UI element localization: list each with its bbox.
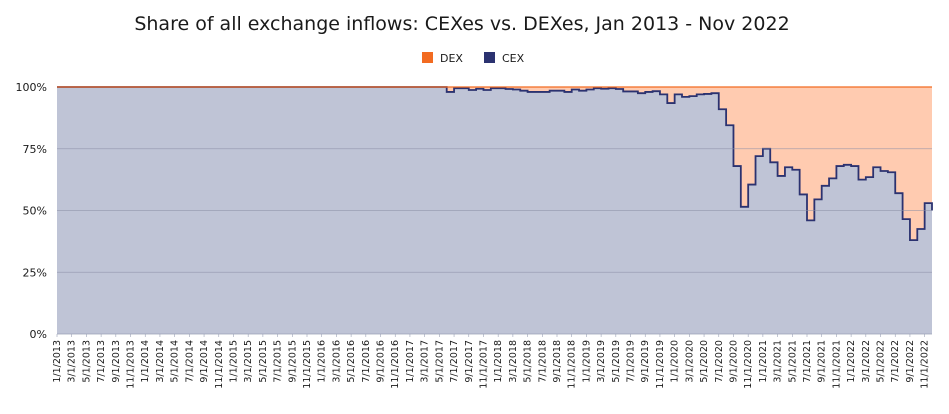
x-tick-label: 1/1/2014 — [140, 340, 151, 383]
x-tick-label: 9/1/2021 — [817, 340, 828, 383]
x-tick-label: 9/1/2019 — [640, 340, 651, 383]
x-tick-label: 7/1/2018 — [537, 340, 548, 383]
y-tick-label: 75% — [23, 143, 47, 156]
x-tick-label: 5/1/2014 — [170, 340, 181, 383]
y-tick-label: 50% — [23, 205, 47, 218]
x-tick-label: 11/1/2017 — [478, 340, 489, 389]
x-tick-label: 9/1/2020 — [728, 340, 739, 383]
x-tick-label: 5/1/2018 — [523, 340, 534, 383]
x-tick-label: 3/1/2015 — [243, 340, 254, 383]
legend-label-cex: CEX — [502, 52, 525, 65]
x-tick-label: 7/1/2020 — [714, 340, 725, 383]
x-tick-label: 9/1/2018 — [552, 340, 563, 383]
x-tick-label: 1/1/2015 — [228, 340, 239, 383]
x-tick-label: 5/1/2021 — [787, 340, 798, 383]
x-tick-label: 1/1/2017 — [405, 340, 416, 383]
x-tick-label: 5/1/2020 — [699, 340, 710, 383]
x-tick-label: 7/1/2021 — [802, 340, 813, 383]
x-tick-label: 1/1/2019 — [581, 340, 592, 383]
x-tick-label: 11/1/2014 — [214, 340, 225, 389]
x-tick-label: 11/1/2013 — [126, 340, 137, 389]
x-tick-label: 3/1/2017 — [420, 340, 431, 383]
x-tick-label: 7/1/2019 — [626, 340, 637, 383]
x-tick-label: 11/1/2022 — [920, 340, 931, 389]
x-tick-label: 5/1/2015 — [258, 340, 269, 383]
legend-swatch-dex — [422, 52, 433, 63]
x-tick-label: 1/1/2021 — [758, 340, 769, 383]
x-tick-label: 1/1/2013 — [52, 340, 63, 383]
x-tick-label: 3/1/2022 — [861, 340, 872, 383]
x-tick-label: 7/1/2017 — [449, 340, 460, 383]
x-tick-label: 3/1/2021 — [773, 340, 784, 383]
x-tick-label: 7/1/2022 — [890, 340, 901, 383]
x-tick-label: 11/1/2021 — [831, 340, 842, 389]
x-tick-label: 11/1/2018 — [567, 340, 578, 389]
x-tick-label: 1/1/2022 — [846, 340, 857, 383]
x-tick-label: 9/1/2015 — [287, 340, 298, 383]
x-tick-label: 9/1/2013 — [111, 340, 122, 383]
x-tick-label: 11/1/2019 — [655, 340, 666, 389]
x-tick-label: 9/1/2014 — [199, 340, 210, 383]
y-tick-label: 0% — [30, 328, 47, 341]
x-tick-label: 9/1/2017 — [464, 340, 475, 383]
x-tick-label: 7/1/2013 — [96, 340, 107, 383]
x-tick-label: 9/1/2022 — [905, 340, 916, 383]
legend-swatch-cex — [484, 52, 495, 63]
x-tick-label: 11/1/2015 — [302, 340, 313, 389]
x-tick-label: 7/1/2014 — [184, 340, 195, 383]
x-tick-label: 1/1/2018 — [493, 340, 504, 383]
y-axis: 0% 25% 50% 75% 100% — [16, 81, 47, 341]
x-tick-label: 5/1/2016 — [346, 340, 357, 383]
x-tick-label: 5/1/2022 — [876, 340, 887, 383]
chart-title: Share of all exchange inflows: CEXes vs.… — [134, 13, 789, 35]
x-tick-label: 1/1/2020 — [670, 340, 681, 383]
x-tick-label: 3/1/2020 — [684, 340, 695, 383]
x-tick-label: 1/1/2016 — [317, 340, 328, 383]
x-tick-label: 3/1/2016 — [331, 340, 342, 383]
x-tick-label: 3/1/2013 — [67, 340, 78, 383]
x-tick-label: 11/1/2016 — [390, 340, 401, 389]
x-tick-label: 3/1/2014 — [155, 340, 166, 383]
gridlines — [57, 86, 932, 335]
x-tick-label: 7/1/2016 — [361, 340, 372, 383]
chart-legend: DEX CEX — [422, 52, 525, 65]
x-axis: 1/1/2013 3/1/2013 5/1/2013 7/1/2013 9/1/2013… — [52, 334, 931, 389]
y-tick-label: 100% — [16, 81, 47, 94]
x-tick-label: 5/1/2019 — [611, 340, 622, 383]
x-tick-label: 7/1/2015 — [273, 340, 284, 383]
x-tick-label: 5/1/2013 — [81, 340, 92, 383]
x-tick-label: 3/1/2018 — [508, 340, 519, 383]
y-tick-label: 25% — [23, 266, 47, 279]
cex-series-line — [57, 86, 933, 242]
x-tick-label: 5/1/2017 — [434, 340, 445, 383]
x-tick-label: 11/1/2020 — [743, 340, 754, 389]
legend-label-dex: DEX — [440, 52, 463, 65]
x-tick-label: 9/1/2016 — [376, 340, 387, 383]
x-tick-label: 3/1/2019 — [596, 340, 607, 383]
